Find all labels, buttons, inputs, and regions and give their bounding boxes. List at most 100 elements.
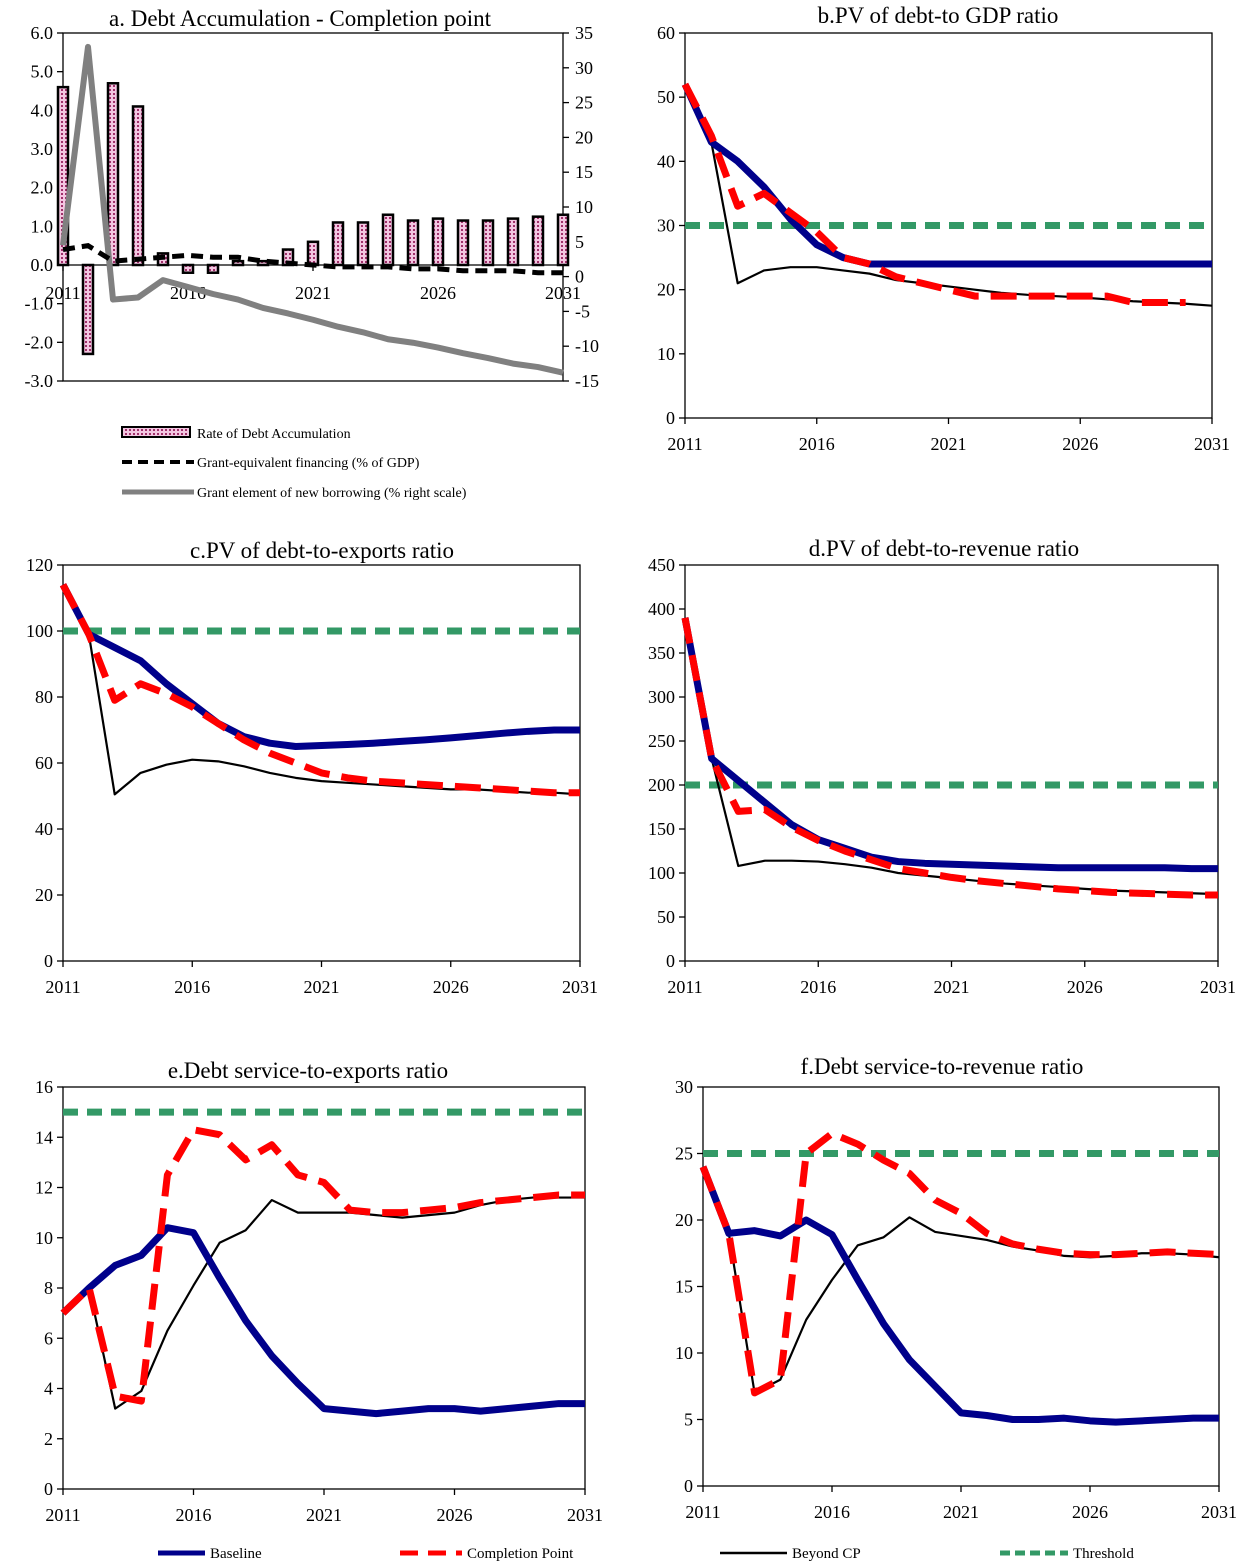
- bar-rate-of-debt-accumulation: [181, 263, 195, 274]
- y-tick-label: -2.0: [25, 332, 54, 352]
- plot-frame: [62, 1086, 586, 1490]
- series-line-baseline: [681, 617, 1218, 873]
- y-tick-label: 0.0: [31, 255, 54, 275]
- legend-bottom: Baseline Completion Point Beyond CP Thresho…: [158, 1546, 1134, 1562]
- bar-rate-of-debt-accumulation: [431, 217, 445, 267]
- y-tick-label: 12: [35, 1178, 53, 1198]
- y2-tick-label: 0: [575, 267, 584, 287]
- y2-tick-label: 30: [575, 58, 593, 78]
- y-tick-label: 50: [657, 87, 675, 107]
- y-tick-label: 30: [657, 216, 675, 236]
- chart-panels: a. Debt Accumulation - Completion point 6…: [25, 3, 1238, 1525]
- y-tick-label: 0: [44, 1479, 53, 1499]
- y-tick-label: 400: [648, 599, 675, 619]
- y-tick-label: 120: [26, 555, 53, 575]
- series-line-beyond-cp: [62, 584, 581, 796]
- y-tick-label: 3.0: [31, 139, 54, 159]
- series-line-completion-point: [681, 617, 1218, 899]
- y2-tick-label: 15: [575, 162, 593, 182]
- y2-tick-label: 10: [575, 197, 593, 217]
- series-line-completion-point: [681, 82, 1186, 306]
- y-tick-label: 60: [35, 753, 53, 773]
- y-tick-label: 20: [675, 1210, 693, 1230]
- y-tick-label: 4.0: [31, 100, 54, 120]
- bar-rate-of-debt-accumulation: [356, 221, 370, 267]
- x-tick-label: 2011: [667, 977, 702, 997]
- x-tick-label: 2031: [1200, 977, 1236, 997]
- x-tick-label: 2026: [433, 977, 469, 997]
- x-tick-label: 2016: [174, 977, 210, 997]
- y-tick-label: 8: [44, 1278, 53, 1298]
- series-line-baseline: [59, 583, 580, 750]
- y-tick-label: 80: [35, 687, 53, 707]
- y-tick-label: 200: [648, 775, 675, 795]
- series-line-baseline: [699, 1165, 1219, 1426]
- y-tick-label: 350: [648, 643, 675, 663]
- bar-rate-of-debt-accumulation: [331, 221, 345, 267]
- chart-title: f.Debt service-to-revenue ratio: [801, 1054, 1084, 1079]
- y2-tick-label: -10: [575, 336, 599, 356]
- series-line-grant-element: [60, 43, 564, 376]
- chart-title: b.PV of debt-to GDP ratio: [818, 3, 1059, 28]
- plot-frame: [684, 564, 1219, 962]
- chart-panel-f: f.Debt service-to-revenue ratio 30 25 20 15 1…: [675, 1054, 1237, 1522]
- bar-rate-of-debt-accumulation: [306, 240, 320, 267]
- y-tick-label: 40: [657, 151, 675, 171]
- x-tick-label: 2016: [814, 1502, 850, 1522]
- x-tick-label: 2031: [1201, 1502, 1237, 1522]
- x-tick-label: 2011: [45, 283, 80, 303]
- plot-frame: [702, 1086, 1220, 1487]
- series-line-beyond-cp: [683, 617, 1219, 896]
- x-tick-label: 2021: [931, 434, 967, 454]
- y-tick-label: 5: [684, 1410, 693, 1430]
- y-tick-label: 25: [675, 1144, 693, 1164]
- y-tick-label: 2.0: [31, 178, 54, 198]
- y-tick-label: 6: [44, 1328, 53, 1348]
- y-tick-label: 15: [675, 1277, 693, 1297]
- legend-label: Grant-equivalent financing (% of GDP): [197, 456, 420, 471]
- legend-label: Rate of Debt Accumulation: [197, 427, 351, 442]
- y-tick-label: -1.0: [25, 294, 54, 314]
- y-tick-label: 1.0: [31, 216, 54, 236]
- y-tick-label: 0: [684, 1476, 693, 1496]
- series-line-baseline: [60, 1224, 585, 1418]
- y-tick-label: 10: [675, 1343, 693, 1363]
- y2-tick-label: -5: [575, 301, 590, 321]
- bar-rate-of-debt-accumulation: [231, 259, 245, 267]
- legend-label: Threshold: [1073, 1546, 1134, 1562]
- chart-title: a. Debt Accumulation - Completion point: [109, 6, 492, 31]
- y-tick-label: 250: [648, 731, 675, 751]
- y2-tick-label: -15: [575, 371, 599, 391]
- x-tick-label: 2031: [567, 1505, 603, 1525]
- y-tick-label: 0: [44, 951, 53, 971]
- bar-rate-of-debt-accumulation: [206, 263, 220, 274]
- y-tick-label: 14: [35, 1127, 53, 1147]
- y-tick-label: 450: [648, 555, 675, 575]
- y-tick-label: 150: [648, 819, 675, 839]
- y2-tick-label: 20: [575, 127, 593, 147]
- chart-panel-e: e.Debt service-to-exports ratio 16 14 12 10 8…: [35, 1058, 603, 1525]
- y-tick-label: 16: [35, 1077, 53, 1097]
- x-tick-label: 2011: [667, 434, 702, 454]
- series-line-grant-equivalent-financing: [62, 243, 563, 276]
- chart-title: d.PV of debt-to-revenue ratio: [809, 536, 1079, 561]
- y-tick-label: 20: [35, 885, 53, 905]
- y-tick-label: 4: [44, 1379, 53, 1399]
- bar-rate-of-debt-accumulation: [406, 219, 420, 267]
- x-tick-label: 2011: [45, 977, 80, 997]
- legend-panel-a: Rate of Debt Accumulation Grant-equivalen…: [121, 426, 467, 501]
- y-tick-label: 10: [35, 1228, 53, 1248]
- x-tick-label: 2011: [685, 1502, 720, 1522]
- y-tick-label: 20: [657, 280, 675, 300]
- x-tick-label: 2016: [800, 977, 836, 997]
- chart-panel-a: a. Debt Accumulation - Completion point 6…: [25, 6, 600, 391]
- y-tick-label: 60: [657, 23, 675, 43]
- x-tick-label: 2011: [45, 1505, 80, 1525]
- y-tick-label: 0: [666, 408, 675, 428]
- y-tick-label: 100: [648, 863, 675, 883]
- x-tick-label: 2026: [1067, 977, 1103, 997]
- x-tick-label: 2026: [420, 283, 456, 303]
- series-line-baseline: [681, 82, 1212, 268]
- bar-rate-of-debt-accumulation: [481, 219, 495, 267]
